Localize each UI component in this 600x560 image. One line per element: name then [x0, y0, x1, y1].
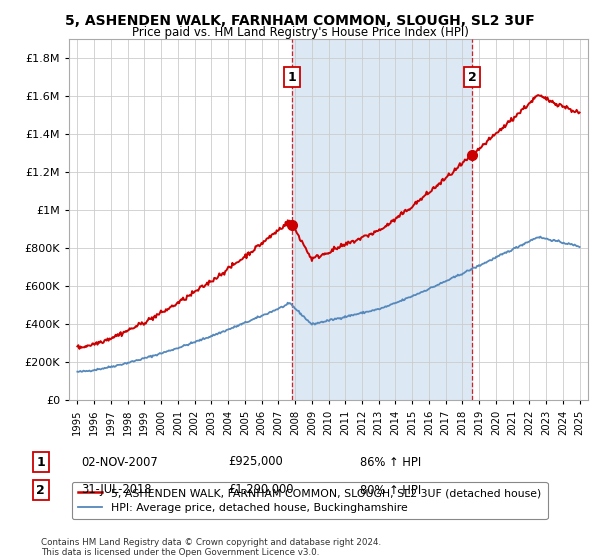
Text: Price paid vs. HM Land Registry's House Price Index (HPI): Price paid vs. HM Land Registry's House …: [131, 26, 469, 39]
Text: 31-JUL-2018: 31-JUL-2018: [81, 483, 151, 497]
Text: £925,000: £925,000: [228, 455, 283, 469]
Text: 1: 1: [37, 455, 45, 469]
Text: 1: 1: [288, 71, 297, 84]
Text: £1,290,000: £1,290,000: [228, 483, 293, 497]
Text: 02-NOV-2007: 02-NOV-2007: [81, 455, 158, 469]
Text: Contains HM Land Registry data © Crown copyright and database right 2024.
This d: Contains HM Land Registry data © Crown c…: [41, 538, 381, 557]
Text: 86% ↑ HPI: 86% ↑ HPI: [360, 455, 421, 469]
Legend: 5, ASHENDEN WALK, FARNHAM COMMON, SLOUGH, SL2 3UF (detached house), HPI: Average: 5, ASHENDEN WALK, FARNHAM COMMON, SLOUGH…: [72, 482, 548, 519]
Text: 80% ↑ HPI: 80% ↑ HPI: [360, 483, 421, 497]
Text: 2: 2: [468, 71, 476, 84]
Text: 5, ASHENDEN WALK, FARNHAM COMMON, SLOUGH, SL2 3UF: 5, ASHENDEN WALK, FARNHAM COMMON, SLOUGH…: [65, 14, 535, 28]
Bar: [292, 39, 472, 400]
Text: 2: 2: [37, 483, 45, 497]
